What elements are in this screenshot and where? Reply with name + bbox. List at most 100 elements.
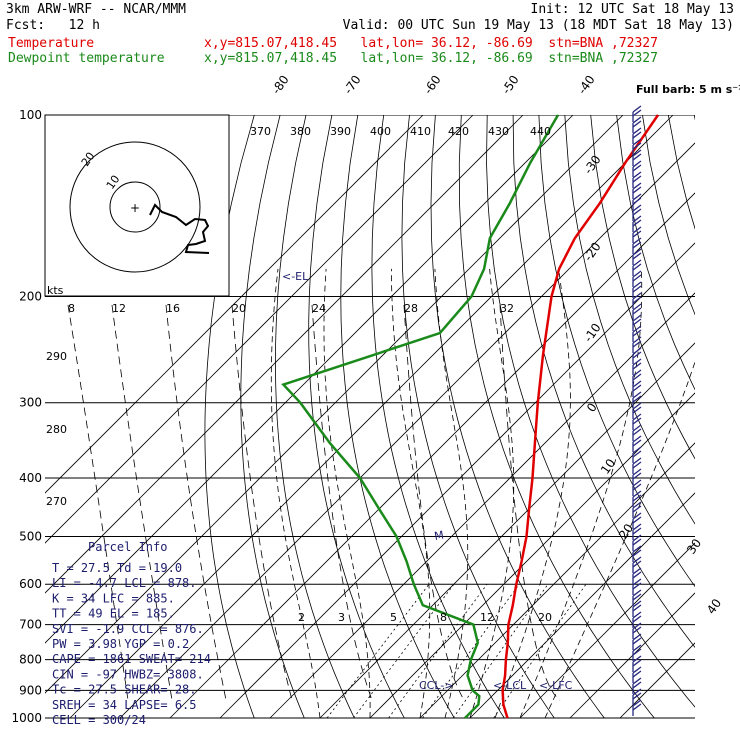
- dry-adiabat-line: [564, 115, 695, 525]
- wind-barb: [632, 567, 642, 575]
- theta-left-label: 290: [46, 350, 67, 363]
- wind-barb: [632, 545, 642, 553]
- pressure-tick-label: 200: [19, 290, 42, 304]
- moist-adiabat-line: [519, 268, 643, 719]
- theta-label: 440: [530, 125, 551, 138]
- isotherm-line: [519, 542, 695, 719]
- wind-barb: [632, 615, 642, 623]
- hodograph-ring-label: 32: [500, 302, 514, 315]
- hodograph-ring-arc: [403, 304, 465, 701]
- hodograph-ring-arc: [231, 304, 293, 701]
- dry-adiabat-line: [590, 115, 695, 460]
- wind-barb: [632, 109, 642, 117]
- moist-adiabat-line: [270, 268, 321, 719]
- isotherm-line: [169, 192, 695, 719]
- wind-barb: [632, 307, 642, 315]
- wind-barb: [632, 131, 642, 139]
- wind-barb: [632, 593, 642, 601]
- moist-adiabat-line: [434, 268, 469, 719]
- isotherm-line: [219, 242, 695, 719]
- parcel-info-row: LI = -4.7 LCL = 878.: [52, 576, 197, 590]
- parcel-info-row: CIN = -97 HWBZ= 3808.: [52, 667, 204, 681]
- mixing-ratio-label: 20: [538, 611, 552, 624]
- parcel-info-row: Tc = 27.5 SHEAR= 28.: [52, 683, 197, 697]
- wind-barb: [632, 527, 642, 535]
- hodograph-ring: [69, 141, 201, 273]
- wind-barb: [632, 263, 642, 271]
- wind-barb: [632, 611, 642, 619]
- dewpoint-legend: Dewpoint temperature: [8, 51, 165, 66]
- wind-barb: [632, 472, 642, 480]
- pressure-tick-label: 300: [19, 396, 42, 410]
- wind-barb: [632, 637, 642, 645]
- mixing-ratio-line: [388, 583, 488, 719]
- pressure-tick-label: 500: [19, 529, 42, 543]
- wind-barb: [632, 248, 642, 256]
- theta-label: 380: [290, 125, 311, 138]
- temperature-legend: Temperature: [8, 36, 95, 51]
- wind-barb: [632, 153, 642, 161]
- hodograph-ring-arc: [499, 304, 561, 701]
- wind-barb: [632, 219, 642, 227]
- isotherm-tick-label: -40: [575, 73, 598, 97]
- parcel-info-row: SVI = -1.9 CCL = 876.: [52, 622, 204, 636]
- isotherm-line: [45, 115, 524, 594]
- background-grid: [45, 115, 695, 719]
- wind-barb: [632, 446, 642, 454]
- wind-barb: [632, 160, 642, 168]
- dewpoint-profile: [281, 114, 560, 719]
- wind-barb: [632, 380, 642, 388]
- wind-barb: [632, 193, 642, 201]
- mixing-ratio-line: [353, 583, 455, 719]
- wind-barb: [632, 633, 642, 641]
- wind-barb: [632, 571, 642, 579]
- axis-labels: 100 200 300 400 500 600 700 800 900 1000 -80 -70 -60…: [11, 73, 724, 725]
- wind-barb: [632, 666, 642, 674]
- wind-barb: [632, 413, 642, 421]
- pressure-tick-label: 600: [19, 577, 42, 591]
- wind-barb: [632, 424, 642, 432]
- dry-adiabat-line: [371, 115, 505, 719]
- pressure-tick-label: 800: [19, 653, 42, 667]
- wind-barb: [632, 384, 642, 392]
- wind-barb: [632, 347, 642, 355]
- moist-adiabat-line: [494, 268, 571, 719]
- wind-barb: [632, 523, 642, 531]
- isotherm-line: [45, 115, 474, 544]
- wind-barb: [632, 270, 642, 278]
- wind-barb: [632, 494, 642, 502]
- wind-barb: [632, 501, 642, 509]
- wind-barb: [632, 578, 642, 586]
- forecast-hour: Fcst: 12 h: [6, 18, 100, 33]
- hodograph-ring-label: 12: [112, 302, 126, 315]
- wind-barb: [632, 303, 642, 311]
- wind-barb: [632, 604, 642, 612]
- wind-barb: [632, 600, 642, 608]
- wind-barb: [632, 435, 642, 443]
- mixing-ratio-line: [422, 583, 520, 719]
- isotherm-tick-label: -80: [269, 73, 292, 97]
- wind-barb: [632, 226, 642, 234]
- wind-barb: [632, 362, 642, 370]
- wind-barb: [632, 450, 642, 458]
- wind-barb: [632, 142, 642, 150]
- wind-barb: [632, 296, 642, 304]
- wind-barb: [632, 391, 642, 399]
- wind-barb: [632, 439, 642, 447]
- dry-adiabat-line: [616, 115, 695, 391]
- parcel-info-row: K = 34 LFC = 885.: [52, 591, 175, 605]
- wind-barb: [632, 186, 642, 194]
- wind-barb: [632, 105, 642, 113]
- dewpoint-location: x,y=815.07,418.45 lat,lon= 36.12, -86.69…: [204, 51, 658, 66]
- moist-adiabat-line: [391, 268, 431, 719]
- el-marker: <-EL: [282, 270, 309, 283]
- wind-barb: [632, 648, 642, 656]
- isotherm-line: [45, 115, 424, 494]
- wind-barb: [632, 175, 642, 183]
- isotherm-line: [419, 442, 695, 719]
- parcel-info-row: PW = 3.98 YGP = 0.2: [52, 637, 189, 651]
- wind-barb: [632, 556, 642, 564]
- wind-barb: [632, 116, 642, 124]
- mixing-ratio-label: 2: [298, 611, 305, 624]
